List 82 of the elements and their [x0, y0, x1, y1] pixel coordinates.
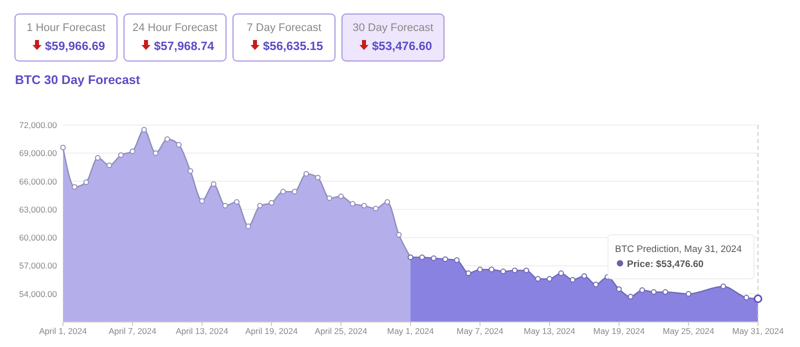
- x-tick-label: May 25, 2024: [662, 326, 715, 336]
- point: [315, 174, 321, 180]
- point: [361, 202, 367, 208]
- y-tick-label: 72,000.00: [19, 120, 58, 130]
- point: [430, 255, 436, 262]
- point: [535, 276, 541, 282]
- point: [60, 144, 66, 150]
- y-tick-label: 66,000.00: [19, 176, 58, 186]
- x-tick-label: May 19, 2024: [593, 326, 646, 336]
- y-tick-label: 54,000.00: [19, 288, 58, 299]
- y-tick-label: 60,000.00: [19, 232, 58, 243]
- point: [616, 286, 622, 292]
- annotation: BTC Prediction, May 31, 2024 Price: $53,476.60: [615, 244, 742, 270]
- text: $57,968.74: [154, 39, 214, 53]
- point: [257, 202, 263, 208]
- x-tick-label: May 7, 2024: [456, 326, 504, 336]
- x-tick-label: May 1, 2024: [387, 326, 434, 336]
- point: [396, 232, 402, 238]
- point: [384, 199, 390, 205]
- point: [188, 168, 194, 174]
- point: [720, 284, 726, 290]
- point: [628, 294, 634, 300]
- point: [558, 270, 564, 276]
- point: [141, 126, 147, 132]
- category-label: 1 Hour Forecast: [26, 22, 106, 34]
- point: [372, 206, 379, 212]
- point: [326, 195, 332, 201]
- point: [130, 148, 136, 154]
- point: [303, 170, 310, 177]
- text: $56,635.15: [263, 39, 324, 53]
- point: [222, 202, 228, 208]
- point: [234, 199, 240, 205]
- point: [744, 294, 750, 300]
- category-label: 30 Day Forecast: [352, 22, 434, 34]
- point: [268, 200, 274, 206]
- point: [338, 193, 344, 200]
- chart-title: BTC 30 Day Forecast: [15, 73, 141, 87]
- point: [72, 184, 78, 190]
- point: [94, 155, 101, 161]
- point: [546, 276, 552, 282]
- x-tick-label: April 7, 2024: [108, 326, 157, 336]
- x-tick-label: May 31, 2024: [732, 326, 784, 336]
- point: [199, 198, 205, 204]
- category-label: 7 Day Forecast: [246, 22, 322, 34]
- point: [512, 268, 518, 274]
- y-tick-label: 63,000.00: [19, 204, 58, 214]
- point: [454, 257, 460, 263]
- y-tick-label: 69,000.00: [19, 148, 58, 158]
- x-tick-label: April 19, 2024: [245, 326, 298, 336]
- point: [581, 273, 588, 279]
- category-label: 24 Hour Forecast: [132, 22, 218, 34]
- point: [246, 224, 252, 230]
- point: [292, 188, 298, 194]
- x-tick-label: April 25, 2024: [314, 326, 368, 336]
- text: $53,476.60: [372, 39, 432, 53]
- point: [419, 254, 425, 260]
- point: [570, 276, 576, 283]
- point: [500, 268, 506, 274]
- point: [83, 179, 89, 186]
- x-tick-label: May 13, 2024: [524, 326, 576, 336]
- point: [593, 282, 599, 288]
- y-tick-label: 57,000.00: [19, 260, 58, 271]
- point: [176, 142, 182, 148]
- point: [639, 287, 645, 293]
- point: [662, 289, 668, 295]
- point: [280, 188, 286, 194]
- point: [152, 150, 158, 156]
- point: [210, 181, 216, 187]
- point: [118, 152, 124, 158]
- point: [524, 268, 530, 274]
- point: [350, 201, 356, 207]
- point: [650, 289, 657, 295]
- point: [686, 291, 692, 297]
- x-tick-label: April 13, 2024: [176, 326, 228, 336]
- point: [488, 266, 494, 272]
- point: [466, 270, 472, 276]
- point: [164, 136, 170, 142]
- point: [106, 162, 112, 168]
- text: $59,966.69: [45, 39, 106, 53]
- x-tick-label: April 1, 2024: [39, 326, 88, 336]
- point: [442, 256, 448, 262]
- point: [477, 266, 483, 272]
